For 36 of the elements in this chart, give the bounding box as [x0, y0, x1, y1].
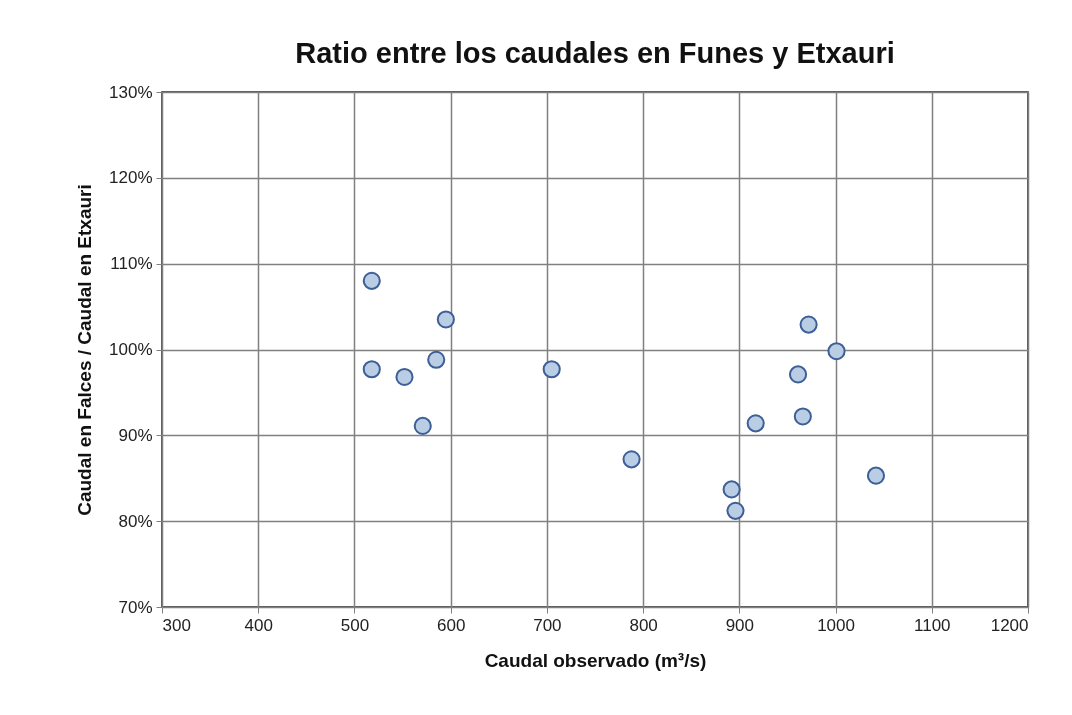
x-tick-label: 400: [244, 615, 273, 635]
y-tick-label: 90%: [118, 425, 153, 445]
point: [622, 450, 641, 469]
point: [827, 342, 846, 361]
point: [866, 466, 886, 485]
x-tick-label: 1000: [817, 615, 855, 635]
point: [793, 407, 812, 426]
point: [722, 480, 741, 499]
x-tick-label: 600: [436, 615, 466, 635]
point: [746, 414, 765, 433]
point: [799, 315, 818, 334]
point: [436, 310, 455, 329]
x-tick-label: 1200: [990, 615, 1029, 635]
y-tick-label: 130%: [109, 82, 153, 102]
y-tick-label: 110%: [110, 254, 153, 274]
x-tick-label: 300: [162, 615, 191, 635]
y-tick-label: 80%: [118, 511, 153, 531]
x-tick-label: 500: [340, 615, 370, 635]
point: [395, 367, 414, 387]
point: [726, 501, 745, 520]
point: [788, 365, 808, 384]
y-tick-label: 120%: [109, 168, 153, 188]
point: [542, 360, 561, 379]
y-tick-label: 70%: [118, 597, 153, 617]
x-axis-title: Caudal observado (m³/s): [484, 649, 707, 671]
x-tick-label: 900: [725, 615, 755, 635]
y-tick-label: 100%: [109, 340, 153, 359]
x-tick-label: 700: [533, 615, 562, 635]
chart-title: Ratio entre los caudales en Funes y Etxauri: [295, 37, 895, 69]
point: [413, 416, 432, 435]
point: [362, 360, 381, 379]
x-tick-label: 800: [629, 615, 658, 635]
x-tick-label: 1100: [914, 615, 951, 635]
point: [427, 350, 446, 369]
y-axis-title: Caudal en Falces / Caudal en Etxauri: [74, 184, 96, 516]
point: [362, 271, 381, 290]
